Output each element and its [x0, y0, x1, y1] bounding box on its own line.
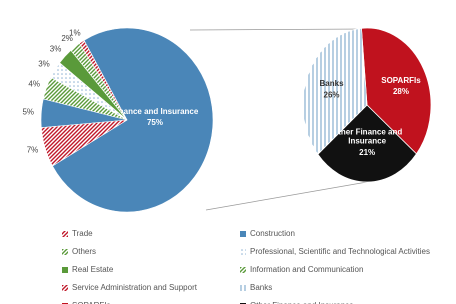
legend-marker [62, 267, 68, 273]
legend-label: Construction [250, 229, 295, 238]
connector-line [205, 181, 368, 211]
pie-slice [52, 27, 214, 213]
slice-value-label: 1% [69, 28, 81, 37]
legend-marker [240, 249, 246, 255]
slice-value-label: 2% [61, 34, 73, 43]
sub-slice-category: SOPARFIs [381, 76, 421, 85]
connector-line [189, 28, 368, 31]
legend-label: Trade [72, 229, 93, 238]
slice-value-label: 75% [147, 118, 163, 127]
legend-label: Information and Communication [250, 265, 363, 274]
slice-value-label: 3% [38, 60, 50, 69]
sub-slice-value-label: 21% [359, 148, 375, 157]
legend-marker [62, 249, 68, 255]
legend-marker [240, 231, 246, 237]
legend-label: Professional, Scientific and Technologic… [250, 247, 430, 256]
legend-marker [240, 285, 246, 291]
legend-marker [62, 285, 68, 291]
sub-slice-value-label: 26% [324, 90, 340, 99]
slice-value-label: 3% [50, 45, 62, 54]
sub-pie-slice [360, 27, 432, 155]
legend-label: Banks [250, 283, 272, 292]
pie-slice [40, 119, 128, 167]
slice-value-label: 7% [27, 146, 39, 155]
legend-label: Others [72, 247, 96, 256]
slice-value-label: 4% [28, 80, 40, 89]
sub-slice-value-label: 28% [393, 87, 409, 96]
legend-label: Other Finance and Insurance [250, 301, 354, 304]
legend-label: Service Administration and Support [72, 283, 198, 292]
legend-marker [240, 267, 246, 273]
slice-category: Finance and Insurance [112, 107, 199, 116]
slice-value-label: 5% [22, 108, 34, 117]
pies: Finance and Insurance 75% 1%2% 3%3% 4% 5% 7% SO… [22, 27, 432, 213]
sub-slice-category: Other Finance and Insurance [332, 128, 402, 146]
sub-slice-category: Banks [320, 79, 345, 88]
legend-marker [62, 231, 68, 237]
legend-label: Real Estate [72, 265, 114, 274]
sub-pie-slice [302, 27, 368, 155]
sub-pie-slice [317, 104, 417, 183]
legend-label: SOPARFIs [72, 301, 111, 304]
legend: Trade Construction Others Professional, Sci… [62, 229, 430, 304]
